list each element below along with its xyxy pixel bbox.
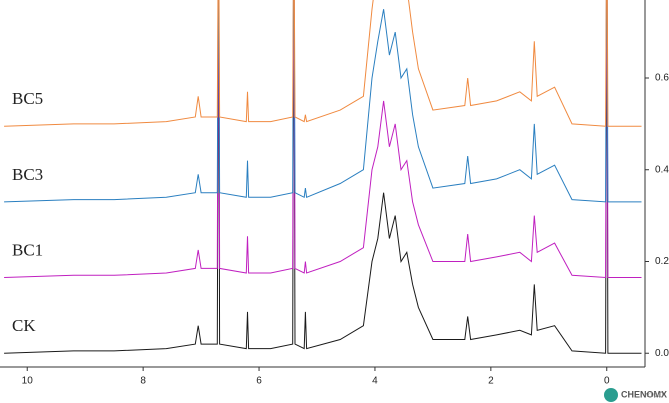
x-tick-label: 8	[140, 376, 146, 387]
series-label: BC5	[12, 89, 43, 108]
series-label: BC1	[12, 240, 43, 259]
x-tick-label: 0	[604, 376, 610, 387]
y-tick-label: 0.2	[655, 256, 669, 267]
y-tick-label: 0.0	[655, 348, 669, 359]
brand: CHENOMX	[621, 389, 667, 399]
y-tick-label: 0.4	[655, 164, 669, 175]
version: v10.0	[646, 392, 663, 399]
spectrum	[4, 0, 642, 127]
x-tick-label: 6	[256, 376, 262, 387]
series-label: BC3	[12, 165, 43, 184]
logo	[604, 388, 618, 402]
spectrum	[4, 0, 642, 354]
spectra	[4, 0, 642, 354]
x-tick-label: 10	[22, 376, 34, 387]
spectrum	[4, 0, 642, 279]
x-tick-label: 4	[372, 376, 378, 387]
series-label: CK	[12, 316, 36, 335]
x-tick-label: 2	[488, 376, 494, 387]
y-tick-label: 0.6	[655, 73, 669, 84]
spectrum	[4, 0, 642, 203]
